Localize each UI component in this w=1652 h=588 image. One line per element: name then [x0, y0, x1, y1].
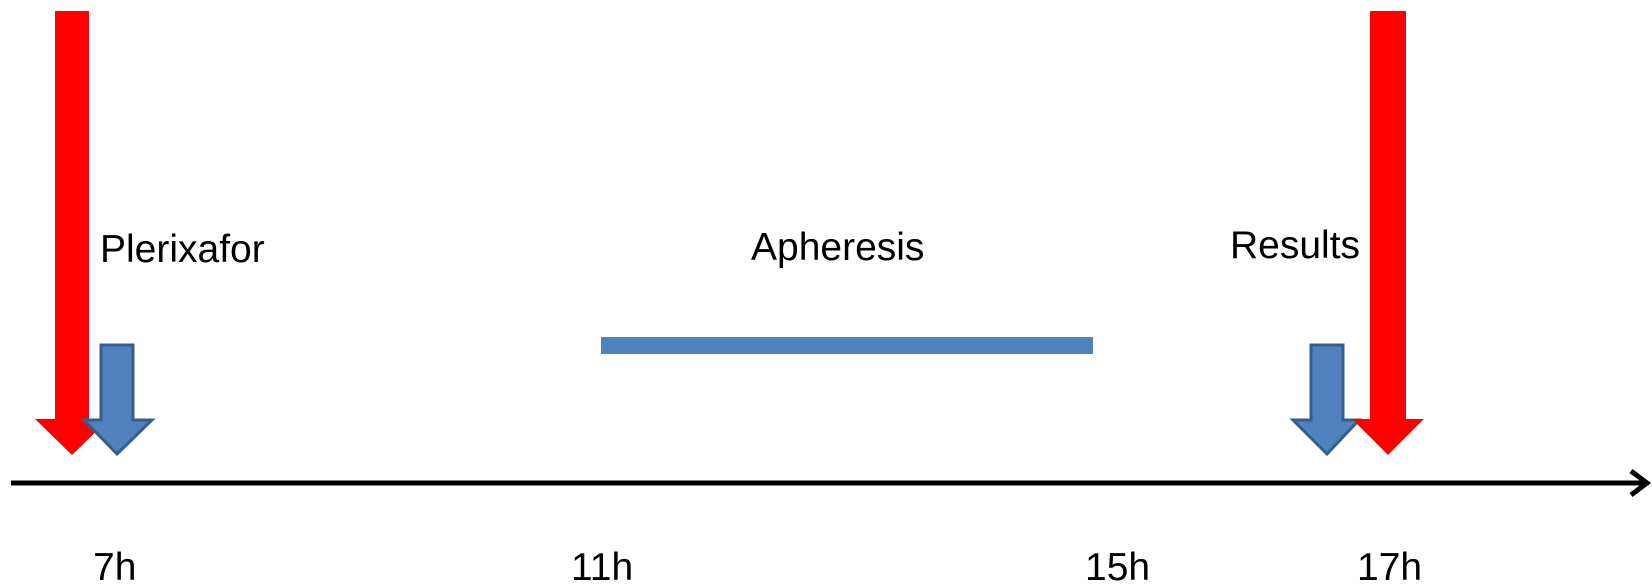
red-arrow — [1352, 11, 1424, 455]
label: Plerixafor — [100, 228, 265, 271]
time-label: 17h — [1357, 546, 1422, 588]
axis-arrowhead — [1629, 469, 1652, 497]
label: Apheresis — [751, 226, 924, 269]
time-label: 15h — [1085, 546, 1150, 588]
time-label: 7h — [93, 546, 136, 588]
apheresis-bar — [601, 337, 1093, 354]
label: Results — [1230, 224, 1360, 267]
blue-arrow — [1289, 343, 1363, 457]
blue-arrow — [80, 343, 156, 457]
time-label: 11h — [571, 546, 633, 588]
red-arrow — [35, 11, 109, 455]
